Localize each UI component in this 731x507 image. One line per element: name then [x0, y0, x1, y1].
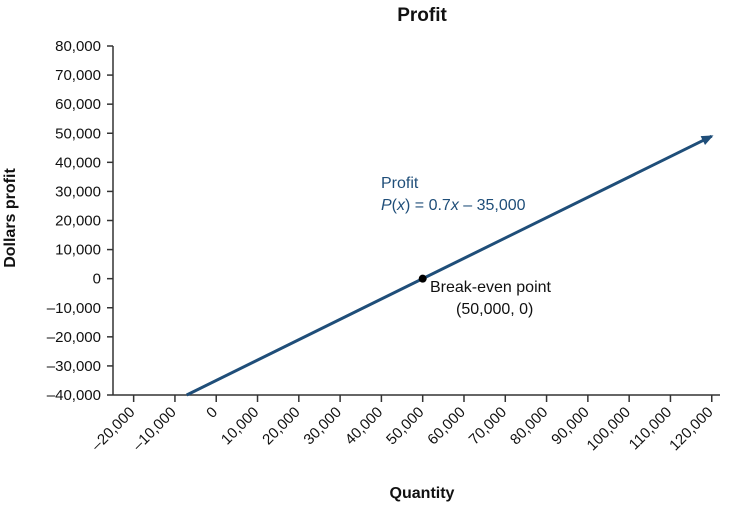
eq-mid: = 0.7 — [410, 197, 451, 214]
x-tick-label: 70,000 — [466, 404, 510, 448]
series-line-profit — [186, 134, 714, 397]
chart-title: Profit — [397, 5, 447, 26]
break-even-point — [418, 274, 427, 283]
y-tick-label: 40,000 — [55, 154, 101, 171]
y-tick-label: 10,000 — [55, 242, 101, 259]
line-label-equation: P(x) = 0.7x – 35,000 — [381, 197, 526, 214]
y-tick-label: 70,000 — [55, 67, 101, 84]
x-tick-label: 120,000 — [666, 404, 716, 454]
x-axis-label: Quantity — [390, 485, 455, 502]
y-tick-label: 80,000 — [55, 38, 101, 55]
break-even-label: Break-even point — [430, 279, 552, 296]
y-tick-label: 30,000 — [55, 183, 101, 200]
x-tick-label: 10,000 — [218, 404, 262, 448]
y-tick-label: 20,000 — [55, 213, 101, 230]
x-tick-label: 0 — [203, 404, 221, 422]
x-tick-label: –20,000 — [88, 404, 138, 454]
x-tick-label: 80,000 — [507, 404, 551, 448]
x-tick-label: –10,000 — [129, 404, 179, 454]
x-tick-label: 20,000 — [259, 404, 303, 448]
y-ticks: –40,000 –30,000 –20,000 –10,000 0 10,000 20,00… — [47, 38, 113, 404]
x-tick-label: 30,000 — [300, 404, 344, 448]
y-tick-label: –40,000 — [47, 387, 101, 404]
series-layer — [186, 134, 714, 397]
y-tick-label: 0 — [93, 271, 101, 288]
eq-open-paren: ( — [392, 197, 398, 214]
y-axis-label: Dollars profit — [2, 168, 19, 268]
y-tick-label: –30,000 — [47, 358, 101, 375]
x-tick-label: 110,000 — [626, 404, 676, 454]
eq-close-paren: ) — [405, 197, 410, 214]
axes — [112, 46, 720, 396]
break-even-coords: (50,000, 0) — [456, 301, 533, 318]
y-tick-label: –20,000 — [47, 329, 101, 346]
eq-func: P — [381, 197, 392, 214]
x-tick-label: 40,000 — [342, 404, 386, 448]
x-tick-label: 100,000 — [584, 404, 634, 454]
y-tick-label: 50,000 — [55, 125, 101, 142]
eq-suffix: – 35,000 — [459, 197, 526, 214]
line-label-name: Profit — [381, 175, 419, 192]
points-layer — [418, 274, 427, 283]
x-ticks: –20,000–10,000 010,00020,00030,00040,0005… — [88, 395, 717, 454]
x-tick-label: 50,000 — [383, 404, 427, 448]
eq-var: x — [396, 197, 406, 214]
x-tick-label: 60,000 — [424, 404, 468, 448]
y-tick-label: –10,000 — [47, 300, 101, 317]
eq-var2: x — [450, 197, 460, 214]
y-tick-label: 60,000 — [55, 96, 101, 113]
